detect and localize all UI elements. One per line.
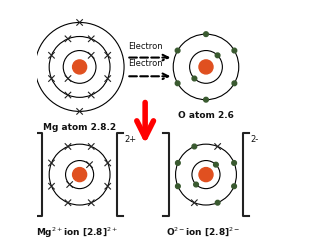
Circle shape <box>176 184 180 189</box>
Circle shape <box>214 162 218 167</box>
Circle shape <box>232 161 236 165</box>
Circle shape <box>199 60 213 74</box>
Circle shape <box>232 81 237 86</box>
Circle shape <box>215 200 220 205</box>
Text: Electron: Electron <box>128 42 163 51</box>
Circle shape <box>73 168 87 182</box>
Circle shape <box>192 76 197 81</box>
Circle shape <box>232 184 236 189</box>
Circle shape <box>194 182 198 187</box>
Circle shape <box>204 32 208 36</box>
Text: O atom 2.6: O atom 2.6 <box>178 111 234 120</box>
Text: Mg$^{2+}$ion [2.8]$^{2+}$: Mg$^{2+}$ion [2.8]$^{2+}$ <box>36 225 118 240</box>
Text: Mg atom 2.8.2: Mg atom 2.8.2 <box>43 123 116 132</box>
Circle shape <box>73 60 87 74</box>
Circle shape <box>176 161 180 165</box>
Text: 2-: 2- <box>251 135 259 144</box>
Circle shape <box>175 48 180 53</box>
Text: Electron: Electron <box>128 59 163 68</box>
Circle shape <box>232 48 237 53</box>
Circle shape <box>204 97 208 102</box>
Circle shape <box>192 144 197 149</box>
Circle shape <box>199 168 213 182</box>
Text: 2+: 2+ <box>124 135 136 144</box>
Circle shape <box>175 81 180 86</box>
Circle shape <box>215 53 220 58</box>
Text: O$^{2-}$ion [2.8]$^{2-}$: O$^{2-}$ion [2.8]$^{2-}$ <box>166 225 241 238</box>
